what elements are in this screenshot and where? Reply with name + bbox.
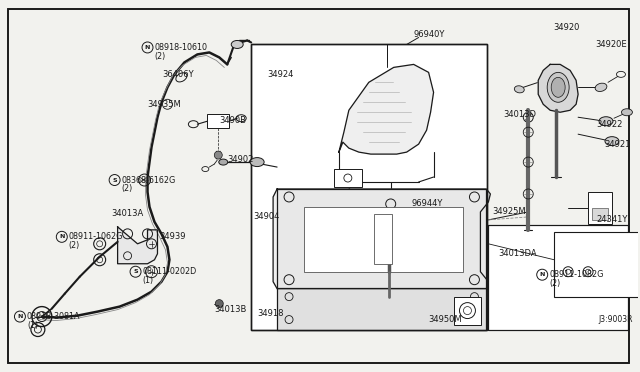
Ellipse shape bbox=[231, 41, 243, 48]
Text: J3:9003R: J3:9003R bbox=[598, 315, 632, 324]
Text: 34924: 34924 bbox=[267, 70, 294, 79]
Text: 36406Y: 36406Y bbox=[163, 70, 194, 79]
Circle shape bbox=[388, 217, 394, 223]
Text: 34013D: 34013D bbox=[503, 110, 536, 119]
Text: S: S bbox=[112, 177, 117, 183]
Text: S: S bbox=[133, 269, 138, 274]
Text: 08918-3081A: 08918-3081A bbox=[27, 312, 81, 321]
Text: 34013DA: 34013DA bbox=[499, 249, 537, 258]
Text: 08368-6162G: 08368-6162G bbox=[122, 176, 176, 185]
Bar bbox=[251, 45, 488, 330]
Text: 3490B: 3490B bbox=[220, 116, 246, 125]
Bar bbox=[488, 225, 628, 330]
Text: 34918: 34918 bbox=[257, 309, 284, 318]
Text: 08911-1062G: 08911-1062G bbox=[68, 232, 123, 241]
Text: (2): (2) bbox=[549, 279, 561, 288]
Text: 34013B: 34013B bbox=[214, 305, 246, 314]
Text: 34902: 34902 bbox=[227, 155, 253, 164]
Bar bbox=[277, 189, 486, 289]
Bar bbox=[251, 45, 488, 330]
Text: 34904: 34904 bbox=[253, 212, 280, 221]
Polygon shape bbox=[273, 189, 490, 289]
Text: 34013A: 34013A bbox=[111, 209, 144, 218]
Bar bbox=[277, 288, 486, 330]
Polygon shape bbox=[339, 64, 433, 154]
Bar bbox=[334, 169, 362, 187]
Text: (1): (1) bbox=[27, 321, 38, 330]
Bar bbox=[207, 114, 229, 128]
Text: 08918-10610: 08918-10610 bbox=[154, 43, 207, 52]
Text: 34920E: 34920E bbox=[595, 40, 627, 49]
Text: 08111-0202D: 08111-0202D bbox=[143, 267, 196, 276]
Text: 96944Y: 96944Y bbox=[412, 199, 443, 208]
Text: 34920: 34920 bbox=[553, 23, 580, 32]
Text: 96940Y: 96940Y bbox=[413, 30, 445, 39]
Text: (2): (2) bbox=[122, 185, 133, 193]
Ellipse shape bbox=[250, 158, 264, 167]
Text: 34939: 34939 bbox=[159, 232, 186, 241]
Bar bbox=[454, 296, 481, 324]
Polygon shape bbox=[538, 64, 578, 112]
Text: 24341Y: 24341Y bbox=[596, 215, 627, 224]
Ellipse shape bbox=[605, 137, 619, 145]
Text: N: N bbox=[17, 314, 22, 319]
Text: 34935M: 34935M bbox=[147, 100, 181, 109]
Bar bbox=[304, 207, 463, 272]
Circle shape bbox=[215, 299, 223, 308]
Text: 34925M: 34925M bbox=[492, 208, 526, 217]
Bar bbox=[554, 232, 640, 296]
Text: N: N bbox=[59, 234, 65, 239]
Bar bbox=[374, 214, 392, 264]
Ellipse shape bbox=[599, 117, 613, 126]
Ellipse shape bbox=[551, 77, 565, 97]
Text: 08911-1082G: 08911-1082G bbox=[549, 270, 604, 279]
Text: (2): (2) bbox=[154, 52, 166, 61]
Text: N: N bbox=[540, 272, 545, 277]
Text: 34950M: 34950M bbox=[429, 315, 462, 324]
Bar bbox=[592, 208, 608, 220]
Text: 34921: 34921 bbox=[604, 140, 630, 149]
Ellipse shape bbox=[547, 73, 569, 102]
Ellipse shape bbox=[219, 159, 228, 165]
Bar bbox=[488, 225, 628, 330]
Text: (1): (1) bbox=[143, 276, 154, 285]
Ellipse shape bbox=[515, 86, 524, 93]
Text: (2): (2) bbox=[68, 241, 80, 250]
Text: N: N bbox=[145, 45, 150, 50]
Circle shape bbox=[214, 151, 222, 159]
Ellipse shape bbox=[595, 83, 607, 92]
Polygon shape bbox=[118, 227, 157, 264]
Ellipse shape bbox=[621, 109, 632, 116]
Bar bbox=[588, 192, 612, 224]
Text: 34922: 34922 bbox=[596, 120, 623, 129]
